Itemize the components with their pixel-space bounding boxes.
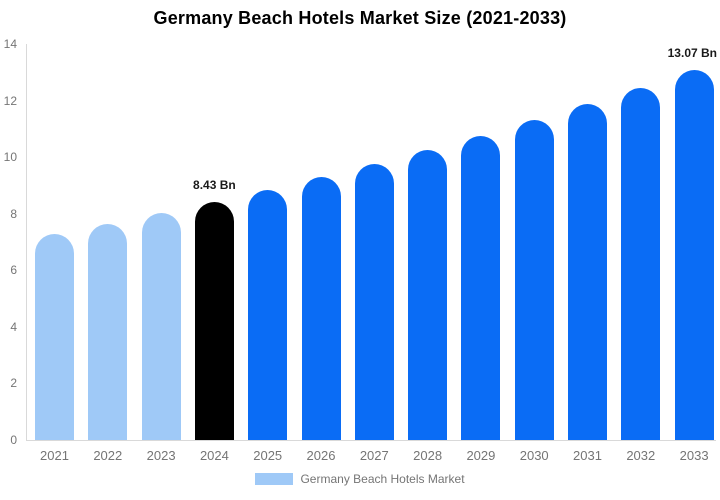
y-tick-12: 12: [3, 93, 17, 108]
x-label-2022: 2022: [93, 448, 123, 463]
x-label-2024: 2024: [199, 448, 229, 463]
legend-swatch: [255, 473, 294, 485]
bar-2030[interactable]: [514, 120, 554, 440]
x-label-2030: 2030: [519, 448, 549, 463]
bar-2021[interactable]: [35, 234, 74, 440]
x-label-2031: 2031: [573, 448, 602, 463]
x-label-2032: 2032: [626, 448, 656, 463]
x-label-2033: 2033: [679, 448, 709, 463]
x-label-2029: 2029: [466, 448, 496, 463]
y-tick-0: 0: [10, 433, 17, 447]
x-label-2023: 2023: [146, 448, 176, 463]
bar-2033[interactable]: [674, 70, 714, 440]
bar-2022[interactable]: [88, 223, 128, 440]
y-axis-line: [26, 44, 27, 440]
legend-label: Germany Beach Hotels Market: [300, 472, 465, 486]
y-tick-8: 8: [10, 206, 17, 221]
x-label-2027: 2027: [359, 448, 389, 463]
bar-2031[interactable]: [568, 104, 607, 440]
bar-2024[interactable]: [194, 201, 234, 440]
x-axis-line: [26, 440, 716, 441]
x-label-2025: 2025: [253, 448, 283, 463]
x-label-2021: 2021: [40, 448, 69, 463]
data-label-2024: 8.43 Bn: [193, 177, 236, 192]
x-label-2028: 2028: [413, 448, 443, 463]
data-label-2033: 13.07 Bn: [667, 46, 717, 61]
y-tick-4: 4: [10, 319, 17, 334]
legend[interactable]: Germany Beach Hotels Market: [0, 472, 720, 486]
bar-2032[interactable]: [621, 87, 661, 440]
bar-2026[interactable]: [301, 176, 341, 440]
bar-2029[interactable]: [461, 135, 501, 440]
y-tick-2: 2: [10, 376, 17, 391]
bar-2028[interactable]: [408, 150, 448, 440]
y-tick-10: 10: [3, 150, 17, 165]
bar-2025[interactable]: [248, 189, 288, 440]
bar-2027[interactable]: [354, 163, 394, 440]
bar-2023[interactable]: [141, 212, 181, 440]
y-tick-14: 14: [3, 37, 17, 51]
chart-title: Germany Beach Hotels Market Size (2021-2…: [153, 8, 567, 28]
x-label-2026: 2026: [306, 448, 336, 463]
y-tick-6: 6: [10, 263, 17, 278]
